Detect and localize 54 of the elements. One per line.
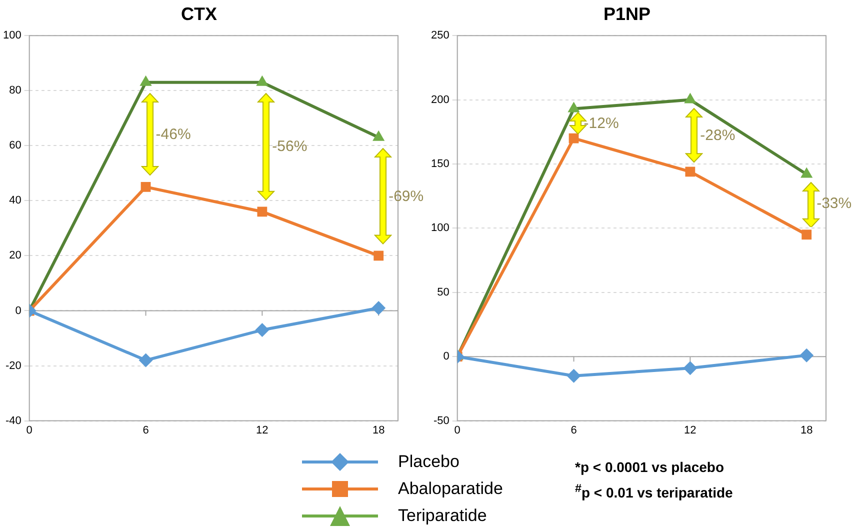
- text: $^{#}$p < 0.01 vs teriparatide: [575, 481, 733, 503]
- y-tick-label: -40: [5, 414, 22, 427]
- point: [685, 166, 696, 177]
- y-tick-label: 40: [9, 194, 22, 207]
- point: [138, 353, 153, 368]
- legend-label: Teriparatide: [398, 506, 487, 526]
- chart-title: CTX: [181, 4, 217, 24]
- point: [684, 92, 696, 104]
- point: [683, 361, 698, 376]
- y-tick-label: 100: [430, 222, 450, 234]
- point: [257, 206, 268, 217]
- x-tick-label: 6: [570, 424, 577, 436]
- annotation: -69%: [388, 188, 424, 206]
- point: [566, 368, 581, 383]
- y-tick-label: 50: [437, 286, 450, 298]
- point: [568, 102, 580, 112]
- point: [800, 348, 814, 362]
- y-tick-label: 60: [9, 140, 22, 152]
- y-tick-label: 0: [443, 350, 450, 363]
- x-tick-label: 12: [256, 424, 268, 436]
- legend-label: Abaloparatide: [398, 478, 503, 498]
- y-tick-label: 80: [9, 84, 22, 97]
- point: [372, 130, 385, 141]
- annotation: -12%: [584, 114, 619, 133]
- point: [255, 323, 270, 338]
- chart-title: P1NP: [603, 4, 651, 24]
- y-tick-label: 20: [9, 250, 22, 262]
- point: [802, 230, 812, 240]
- x-tick-label: 18: [800, 424, 813, 436]
- y-tick-label: 0: [15, 304, 22, 317]
- point: [374, 250, 384, 261]
- text: *p < 0.0001 vs placebo: [575, 458, 726, 477]
- x-tick-label: 0: [454, 424, 460, 436]
- annotation: -28%: [700, 126, 736, 145]
- legend-label: Placebo: [398, 452, 460, 472]
- y-tick-label: -20: [5, 360, 22, 372]
- point: [256, 75, 268, 86]
- y-tick-label: 200: [430, 94, 450, 106]
- x-tick-label: 18: [372, 424, 385, 436]
- x-tick-label: 12: [684, 424, 696, 436]
- point: [140, 75, 152, 86]
- y-tick-label: -50: [433, 414, 450, 427]
- point: [372, 300, 386, 315]
- y-tick-label: 100: [2, 30, 22, 42]
- x-tick-label: 0: [26, 424, 32, 436]
- y-tick-label: 250: [430, 30, 450, 42]
- annotation: -33%: [816, 195, 852, 214]
- y-tick-label: 150: [430, 158, 450, 170]
- point: [140, 182, 151, 192]
- annotation: -56%: [272, 138, 308, 156]
- point: [800, 167, 813, 178]
- point: [568, 133, 579, 144]
- annotation: -46%: [156, 126, 191, 144]
- x-tick-label: 6: [142, 424, 149, 436]
